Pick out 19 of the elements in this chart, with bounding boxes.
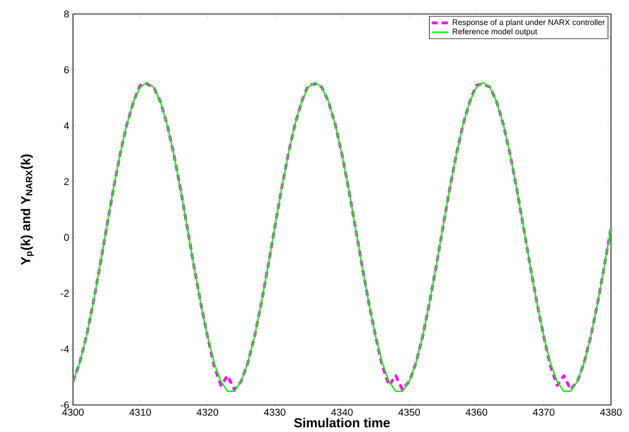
x-tick-label: 4340 bbox=[331, 408, 353, 416]
y-tick-label: -6 bbox=[60, 401, 69, 409]
x-axis-title: Simulation time bbox=[294, 418, 390, 428]
x-tick-label: 4350 bbox=[398, 408, 420, 416]
x-tick-label: 4300 bbox=[62, 408, 84, 416]
x-tick-label: 4360 bbox=[466, 408, 488, 416]
y-tick-label: 6 bbox=[64, 66, 69, 74]
x-tick-label: 4320 bbox=[196, 408, 218, 416]
x-tick-label: 4370 bbox=[532, 408, 554, 416]
y-tick-label: -2 bbox=[60, 290, 69, 297]
x-tick-label: 4310 bbox=[129, 408, 151, 416]
y-tick-label: 0 bbox=[64, 234, 69, 241]
y-tick-label: -4 bbox=[60, 346, 69, 353]
x-tick-label: 4330 bbox=[264, 408, 286, 416]
x-tick-label: 4380 bbox=[600, 408, 622, 416]
y-tick-label: 2 bbox=[64, 178, 69, 186]
y-tick-label: 8 bbox=[64, 10, 69, 18]
y-tick-label: 4 bbox=[64, 122, 69, 130]
y-axis-title: Y$_{p}$(k) and Y$_{NARX}$(k) bbox=[20, 154, 34, 265]
